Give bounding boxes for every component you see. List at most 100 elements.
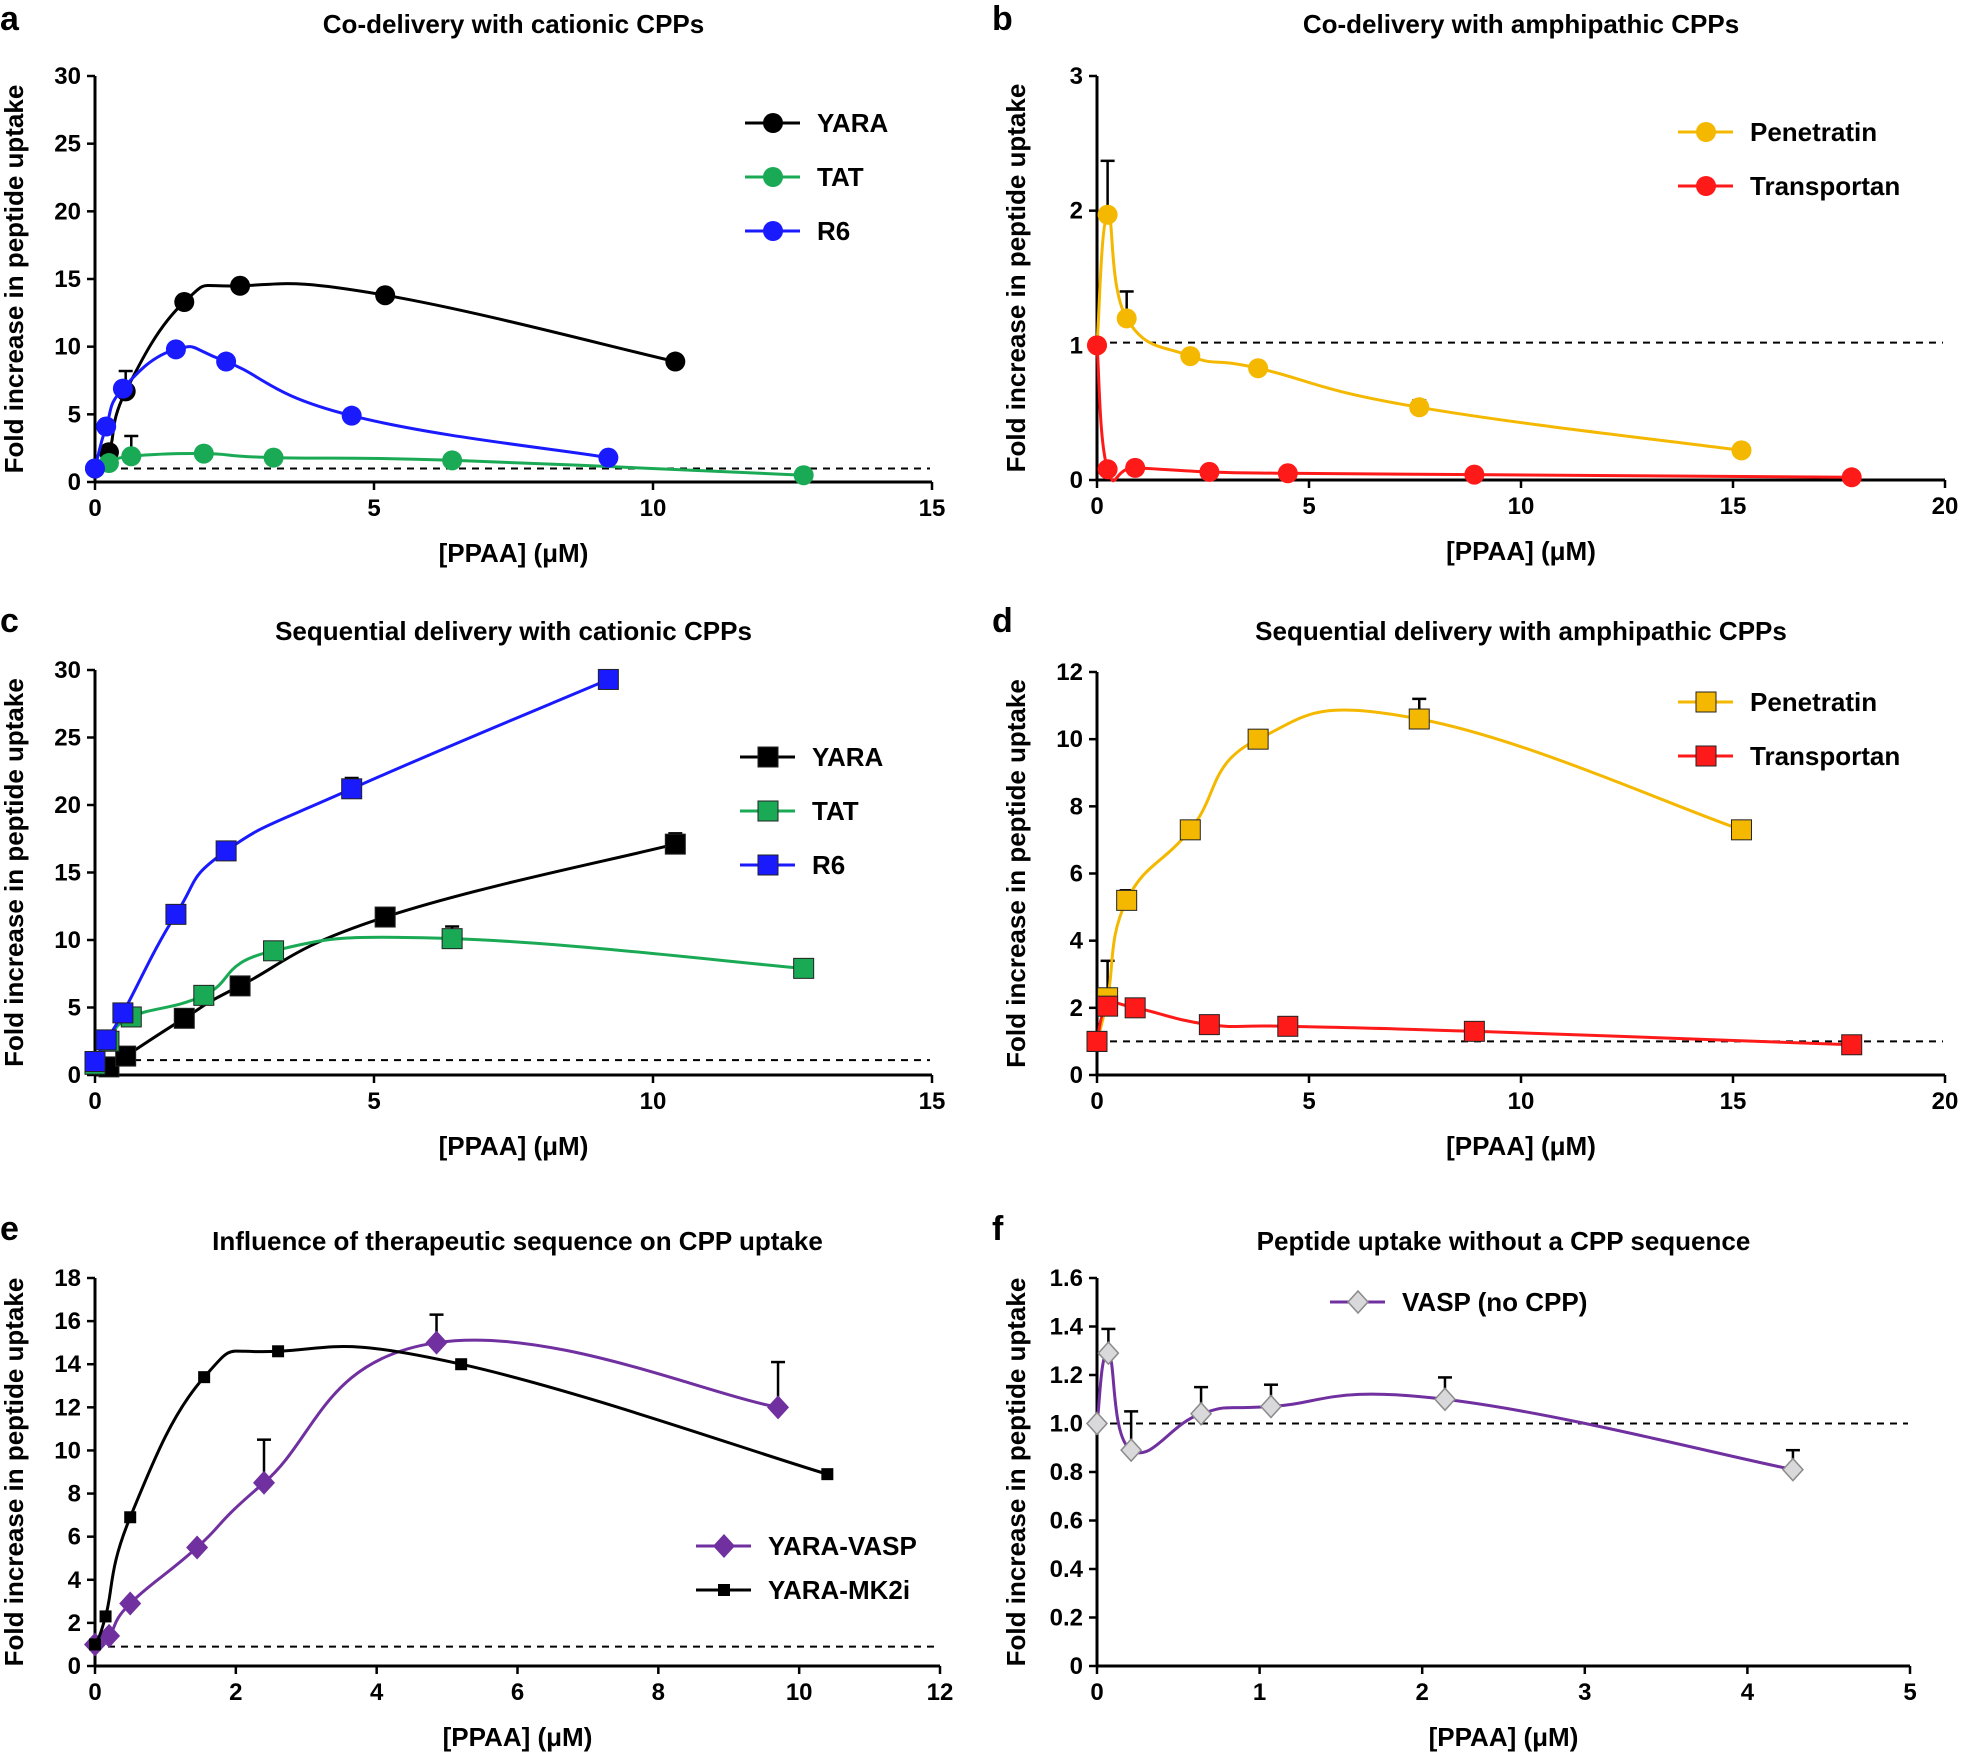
data-point: [230, 275, 251, 296]
data-point: [598, 447, 619, 468]
data-point: [85, 458, 105, 479]
x-tick-label: 10: [640, 495, 667, 522]
y-tick-label: 2: [1070, 198, 1083, 225]
data-point: [1408, 708, 1430, 730]
data-point: [1841, 1034, 1863, 1056]
legend-label: TAT: [817, 162, 864, 192]
data-point: [1463, 1020, 1485, 1042]
data-point: [664, 833, 686, 855]
x-tick-label: 5: [367, 1088, 380, 1115]
data-point: [1464, 464, 1485, 485]
legend-label: TAT: [812, 796, 859, 826]
series-line: [1095, 708, 1742, 1042]
data-point: [119, 1591, 142, 1616]
y-tick-label: 1: [1070, 332, 1083, 359]
series-penetratin: [1087, 159, 1752, 461]
series-r6: [85, 339, 619, 479]
legend: Penetratin Transportan: [1678, 117, 1900, 201]
series-line: [1095, 345, 1852, 483]
x-tick-label: 0: [88, 1088, 101, 1115]
data-point: [1120, 1438, 1143, 1463]
series-transportan: [1086, 995, 1863, 1056]
x-tick-label: 2: [229, 1679, 242, 1706]
data-point: [1097, 204, 1118, 225]
data-point: [1116, 889, 1138, 911]
data-point: [1097, 995, 1119, 1017]
chart-title: Sequential delivery with amphipathic CPP…: [1255, 616, 1787, 646]
data-point: [1190, 1401, 1213, 1426]
legend-swatch-marker: [1696, 176, 1716, 196]
data-point: [165, 339, 186, 360]
series-yara: [85, 275, 686, 479]
x-tick-label: 15: [1720, 493, 1747, 520]
series-yara-vasp: [84, 1313, 790, 1657]
x-tick-label: 10: [1508, 1088, 1535, 1115]
data-point: [112, 1002, 134, 1024]
data-point: [1247, 728, 1269, 750]
data-point: [1277, 1015, 1299, 1037]
data-point: [1086, 1030, 1108, 1052]
data-point: [1841, 467, 1862, 488]
y-tick-label: 30: [54, 657, 81, 684]
data-point: [442, 450, 463, 471]
y-axis-label: Fold increase in peptide uptake: [0, 1278, 29, 1667]
data-point: [597, 668, 619, 690]
legend-label: Penetratin: [1750, 687, 1877, 717]
data-point: [263, 447, 284, 468]
y-tick-label: 10: [54, 1437, 81, 1464]
x-tick-label: 5: [1302, 1088, 1315, 1115]
legend-label: R6: [817, 216, 850, 246]
x-tick-label: 15: [1720, 1088, 1747, 1115]
chart-title: Peptide uptake without a CPP sequence: [1257, 1226, 1751, 1256]
data-point: [767, 1395, 790, 1420]
y-tick-label: 4: [1070, 928, 1084, 955]
y-tick-label: 10: [54, 927, 81, 954]
legend-label: YARA: [812, 742, 884, 772]
legend: VASP (no CPP): [1330, 1287, 1587, 1317]
data-point: [425, 1330, 448, 1355]
x-tick-label: 15: [919, 495, 946, 522]
data-point: [121, 446, 142, 467]
y-tick-label: 2: [68, 1610, 81, 1637]
y-tick-label: 0.2: [1050, 1605, 1083, 1632]
data-point: [1124, 997, 1146, 1019]
data-point: [1085, 1411, 1109, 1436]
data-point: [1198, 1014, 1220, 1036]
x-axis-label: [PPAA] (μM): [439, 1131, 589, 1161]
y-tick-label: 10: [1056, 726, 1083, 753]
panel-letter: a: [0, 0, 20, 38]
x-tick-label: 6: [511, 1679, 524, 1706]
y-tick-label: 18: [54, 1265, 81, 1292]
legend-swatch-marker: [757, 800, 779, 822]
data-point: [89, 1638, 101, 1651]
data-point: [793, 957, 815, 979]
series-transportan: [1087, 335, 1862, 488]
y-tick-label: 6: [1070, 861, 1083, 888]
y-tick-label: 3: [1070, 63, 1083, 90]
data-point: [665, 351, 686, 372]
x-tick-label: 20: [1932, 493, 1959, 520]
y-tick-label: 20: [54, 198, 81, 225]
y-tick-label: 0: [1070, 1062, 1083, 1089]
series-tat: [84, 925, 815, 1075]
data-point: [272, 1345, 285, 1358]
x-tick-label: 5: [1302, 493, 1315, 520]
legend-swatch-marker: [1696, 122, 1716, 142]
panel-d: d Sequential delivery with amphipathic CP…: [992, 602, 1958, 1161]
legend-label: YARA-MK2i: [768, 1575, 910, 1605]
chart-title: Influence of therapeutic sequence on CPP…: [212, 1226, 823, 1256]
data-point: [341, 778, 363, 800]
y-tick-label: 8: [1070, 793, 1083, 820]
x-tick-label: 12: [927, 1679, 954, 1706]
legend-swatch-marker: [1346, 1289, 1370, 1315]
data-point: [1277, 463, 1298, 484]
y-tick-label: 0: [1070, 1653, 1083, 1680]
data-point: [216, 351, 237, 372]
panel-a: a Co-delivery with cationic CPPs 0 5 10 15 20 2…: [0, 0, 945, 568]
legend: YARA-VASP YARA-MK2i: [696, 1531, 917, 1605]
y-tick-label: 25: [54, 725, 81, 752]
y-tick-label: 30: [54, 63, 81, 90]
data-point: [186, 1535, 209, 1560]
x-axis-label: [PPAA] (μM): [443, 1722, 593, 1752]
